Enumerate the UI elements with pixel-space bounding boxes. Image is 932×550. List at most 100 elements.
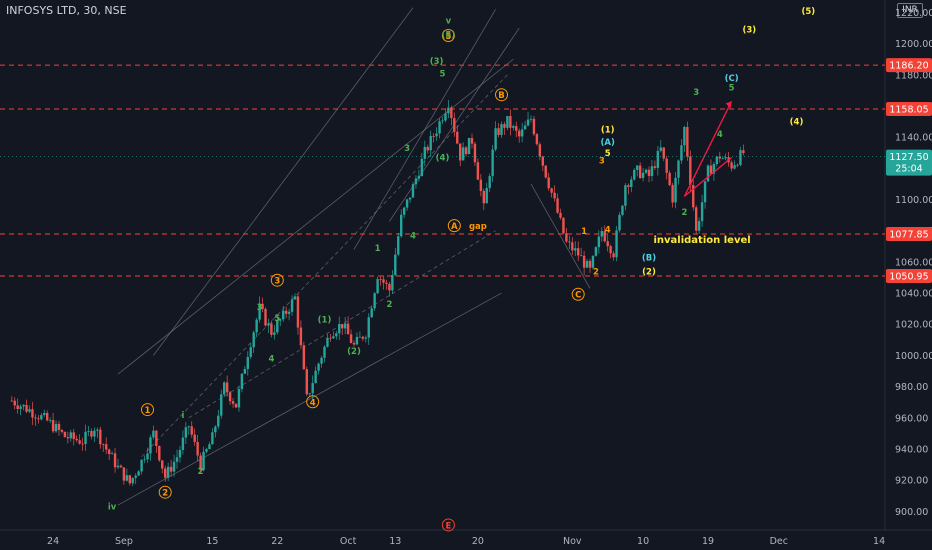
candle (54, 423, 58, 432)
channel-line (117, 292, 502, 506)
wave-label: (4) (436, 154, 450, 164)
candle (674, 177, 677, 203)
candle (175, 457, 179, 462)
candle (450, 107, 453, 119)
y-tick-label: 1220.00 (895, 8, 932, 19)
candle (326, 337, 329, 347)
candle (538, 144, 542, 157)
candle (659, 147, 662, 151)
wave-label: (1) (318, 316, 332, 326)
price-level-label: 1186.20 (889, 61, 928, 72)
candle (671, 185, 674, 203)
candle (184, 427, 188, 438)
wave-label: 1 (581, 227, 587, 237)
candle (476, 162, 480, 180)
candle (461, 147, 465, 161)
candle (532, 118, 536, 135)
candle (609, 246, 612, 254)
candle (205, 449, 208, 452)
candle (128, 475, 131, 484)
candle (577, 248, 580, 256)
candle (370, 308, 373, 318)
wave-label: (B) (642, 253, 656, 263)
candle (420, 158, 424, 176)
candle (57, 423, 61, 430)
wave-label: v (446, 16, 452, 26)
candle (40, 415, 43, 420)
wave-label: gap (469, 222, 487, 232)
wave-label: 2 (386, 300, 392, 310)
candle (414, 178, 418, 185)
candle (447, 107, 450, 114)
last-price-badge (886, 149, 932, 176)
candle (464, 147, 468, 155)
candle (31, 409, 34, 418)
candle (432, 136, 435, 137)
candle (355, 336, 359, 345)
y-tick-label: 1060.00 (895, 257, 932, 268)
candle (96, 429, 99, 431)
candle (376, 279, 379, 294)
candle (113, 453, 117, 468)
candle (214, 426, 217, 433)
candle (497, 128, 500, 135)
candle (470, 137, 474, 144)
candle (314, 370, 317, 384)
candle (411, 184, 415, 198)
y-tick-label: 1100.00 (895, 195, 932, 206)
candle (299, 327, 303, 346)
candle (105, 444, 108, 450)
candle (724, 157, 727, 159)
candle (700, 202, 704, 222)
candle (644, 169, 648, 173)
wave-label: (C) (725, 74, 739, 84)
candle (343, 323, 347, 329)
candle (243, 368, 247, 374)
candle (479, 179, 483, 191)
candle (131, 477, 134, 484)
wave-label: (1) (601, 126, 615, 136)
candle (99, 429, 102, 445)
candle (308, 393, 311, 395)
wave-label: invalidation level (653, 235, 750, 246)
wave-label: (2) (642, 267, 656, 277)
candle (282, 310, 285, 320)
candle (441, 120, 444, 122)
currency-badge[interactable]: INR (897, 3, 923, 18)
candle (544, 165, 547, 178)
candle (444, 113, 447, 121)
candle (75, 438, 78, 441)
candle (435, 133, 438, 137)
candle (633, 169, 636, 180)
candle (19, 406, 22, 409)
candle (585, 260, 589, 268)
candle (84, 431, 87, 445)
candle (730, 162, 733, 169)
candle (677, 160, 680, 178)
candle (562, 217, 565, 234)
candle (323, 346, 326, 358)
wave-label: 1 (375, 244, 381, 254)
candle (485, 188, 488, 204)
candle (523, 125, 527, 130)
candle (208, 444, 211, 450)
candle (317, 363, 320, 371)
wave-label-circle (141, 403, 154, 417)
candle (408, 197, 412, 200)
candle (571, 242, 574, 251)
candle (51, 420, 55, 432)
candle (161, 460, 164, 469)
wave-label-circle (571, 287, 585, 301)
candle (636, 165, 639, 170)
channel-line (141, 74, 508, 458)
candle (287, 311, 291, 314)
x-tick-label: Sep (115, 536, 133, 547)
candle (624, 185, 627, 206)
candle (361, 336, 365, 339)
candle (715, 156, 719, 165)
wave-label: 5 (605, 149, 611, 159)
candle (597, 236, 601, 248)
candle (246, 356, 249, 369)
candle (169, 466, 173, 472)
